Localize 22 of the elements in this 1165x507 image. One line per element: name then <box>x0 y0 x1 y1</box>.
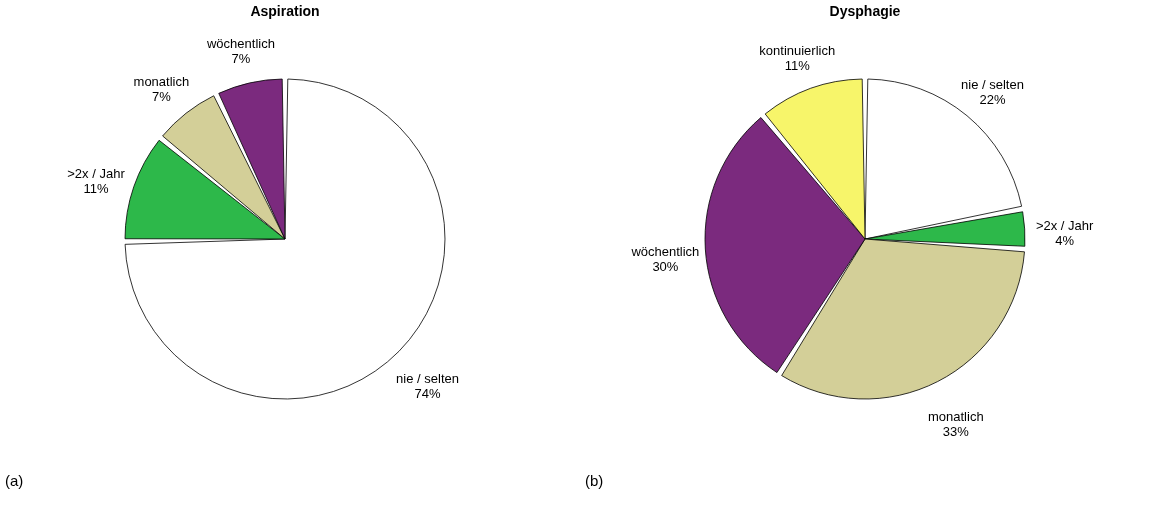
data-label: 33% <box>942 424 970 440</box>
data-label: 11% <box>784 57 811 73</box>
data-label: 74% <box>414 386 441 402</box>
chart-title: Aspiration <box>250 3 320 19</box>
data-label: 22% <box>979 91 1006 107</box>
slice-label: >2x / Jahr <box>67 165 126 181</box>
data-label: 7% <box>231 50 251 66</box>
slice-label: monatlich <box>927 409 984 425</box>
text: (b) <box>585 472 604 489</box>
slice-label: wöchentlich <box>630 243 700 259</box>
chart-title: Dysphagie <box>829 3 901 19</box>
data-label: 11% <box>83 180 109 196</box>
slice-label: kontinuierlich <box>759 42 836 58</box>
slice-label: wöchentlich <box>205 35 275 51</box>
data-label: 7% <box>151 88 172 104</box>
data-label: 30% <box>652 258 679 274</box>
slice-label: monatlich <box>133 73 190 89</box>
text: (a) <box>5 472 24 489</box>
slice-label: >2x / Jahr <box>1035 218 1094 234</box>
slice-label: nie / selten <box>396 371 459 387</box>
slice-label: nie / selten <box>961 76 1024 92</box>
data-label: 4% <box>1055 233 1075 249</box>
